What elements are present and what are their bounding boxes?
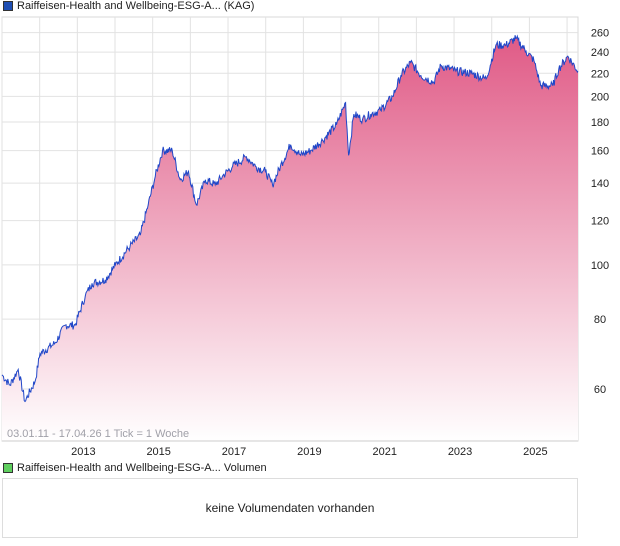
y-tick-label: 240 [591, 47, 609, 59]
legend-volume-swatch [3, 463, 13, 473]
area-fill [2, 35, 578, 441]
y-tick-label: 200 [591, 91, 609, 103]
y-tick-label: 180 [591, 117, 609, 129]
x-tick-label: 2015 [146, 446, 170, 458]
x-tick-label: 2019 [297, 446, 321, 458]
date-range-text: 03.01.11 - 17.04.26 1 Tick = 1 Woche [7, 428, 190, 440]
x-tick-label: 2017 [222, 446, 246, 458]
legend-volume: Raiffeisen-Health and Wellbeing-ESG-A...… [3, 462, 267, 474]
y-tick-label: 120 [591, 216, 609, 228]
y-tick-label: 140 [591, 178, 609, 190]
y-tick-label: 220 [591, 68, 609, 80]
y-tick-label: 80 [594, 314, 606, 326]
y-tick-label: 60 [594, 384, 606, 396]
x-tick-label: 2023 [448, 446, 472, 458]
y-tick-label: 160 [591, 146, 609, 158]
volume-panel: keine Volumendaten vorhanden [2, 478, 578, 538]
price-line [1, 34, 579, 403]
x-tick-label: 2013 [71, 446, 95, 458]
legend-volume-label: Raiffeisen-Health and Wellbeing-ESG-A...… [17, 462, 267, 474]
price-chart: 60 80 100 120 140 160 180 200 220 240 260 2013 2015 2… [1, 16, 609, 458]
legend-main-swatch [3, 1, 13, 11]
volume-empty-message: keine Volumendaten vorhanden [205, 501, 375, 515]
y-tick-label: 260 [591, 28, 609, 40]
legend-main-label: Raiffeisen-Health and Wellbeing-ESG-A...… [17, 0, 255, 12]
x-tick-label: 2025 [523, 446, 547, 458]
legend-main: Raiffeisen-Health and Wellbeing-ESG-A...… [3, 0, 254, 12]
x-tick-label: 2021 [372, 446, 396, 458]
y-tick-label: 100 [591, 260, 609, 272]
